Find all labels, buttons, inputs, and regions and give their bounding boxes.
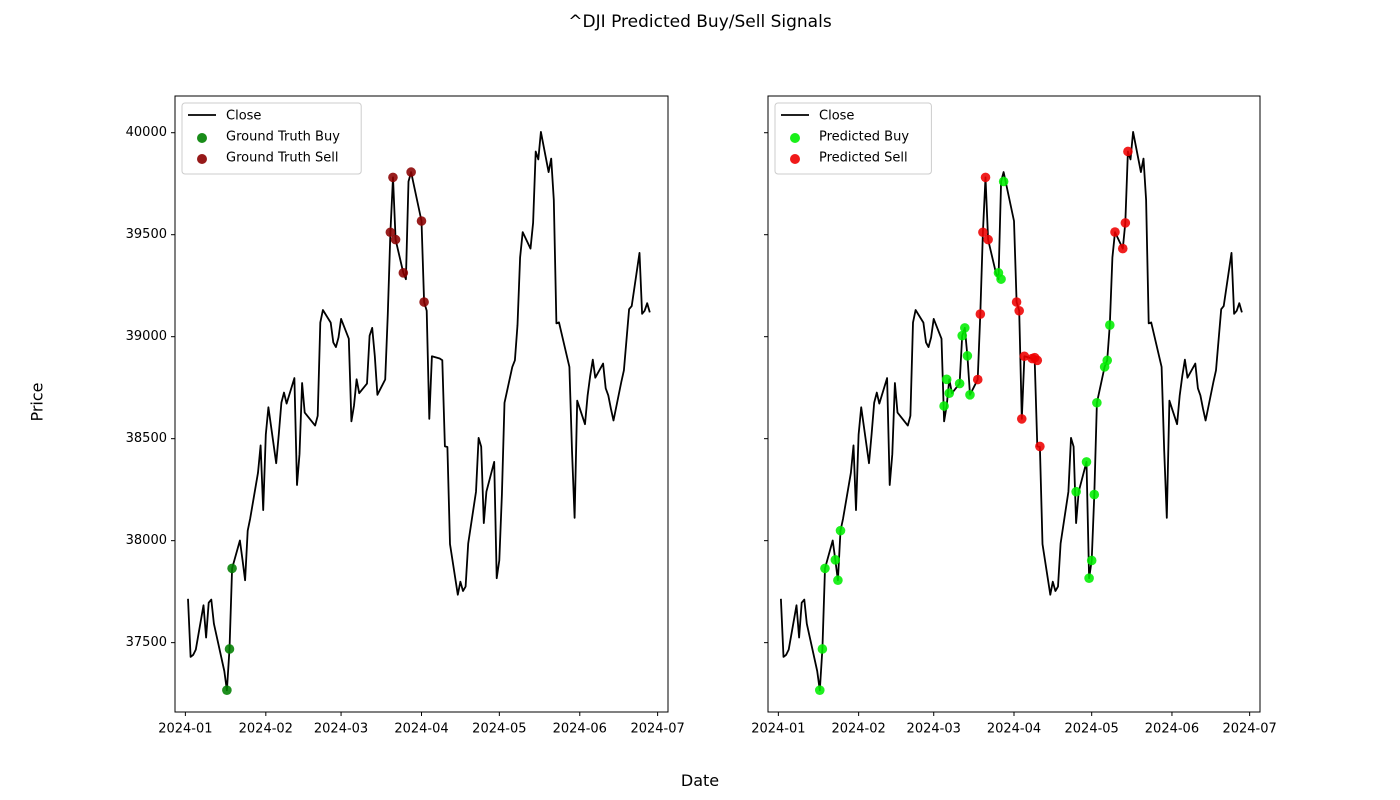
predicted-buy-point <box>965 390 975 400</box>
predicted-buy-point <box>1086 555 1097 566</box>
x-tick-label: 2024-02 <box>239 722 293 737</box>
x-tick-label: 2024-01 <box>751 722 805 737</box>
y-tick-label: 37500 <box>126 635 167 650</box>
predicted-buy-point <box>944 388 955 398</box>
legend-label: Ground Truth Sell <box>226 151 339 166</box>
predicted-buy-point <box>814 685 825 695</box>
predicted-sell-point <box>1014 305 1024 316</box>
predicted-buy-point <box>996 274 1006 284</box>
predicted-sell-point <box>972 374 983 385</box>
legend-marker-swatch <box>197 133 207 143</box>
predicted-buy-point <box>817 644 828 654</box>
legend: Close Ground Truth Buy Ground Truth Sell <box>181 102 362 175</box>
predicted-sell-point <box>978 227 988 238</box>
x-tick-label: 2024-05 <box>1065 722 1119 737</box>
x-tick-label: 2024-03 <box>907 722 961 737</box>
ground-truth-sell-point <box>385 227 396 238</box>
predicted-buy-point <box>962 351 973 361</box>
x-tick-label: 2024-01 <box>158 722 212 737</box>
x-tick-label: 2024-04 <box>394 722 448 737</box>
predicted-sell-point <box>1011 297 1022 307</box>
legend-label: Ground Truth Buy <box>226 130 340 145</box>
y-tick-label: 39000 <box>126 329 167 344</box>
x-tick-label: 2024-07 <box>630 722 684 737</box>
predicted-buy-point <box>960 323 970 333</box>
ground-truth-sell-point <box>406 167 416 177</box>
close-price-line <box>187 130 651 692</box>
predicted-buy-point <box>833 575 843 586</box>
plot-frame <box>174 95 669 713</box>
predicted-sell-point <box>1117 243 1128 254</box>
subplot-right: 2024-01 2024-02 2024-03 2024-04 2024-05 2024-… <box>751 95 1277 737</box>
predicted-sell-point <box>1016 414 1027 424</box>
y-tick-label: 38000 <box>126 533 167 548</box>
subplot-left: 37500 38000 38500 39000 39500 40000 2024-01 202… <box>126 95 685 737</box>
ground-truth-sell-point <box>398 268 409 278</box>
x-tick-label: 2024-04 <box>987 722 1041 737</box>
predicted-sell-point <box>975 309 986 319</box>
predicted-buy-point <box>1105 320 1115 330</box>
predicted-buy-point <box>1084 573 1094 583</box>
legend-label: Close <box>819 109 854 124</box>
legend-box <box>181 102 362 175</box>
predicted-buy-point <box>939 401 949 411</box>
predicted-buy-point <box>835 525 846 536</box>
legend-marker-swatch <box>790 133 800 143</box>
predicted-buy-point <box>1089 489 1100 500</box>
x-tick-label: 2024-06 <box>553 722 607 737</box>
predicted-sell-point <box>980 172 991 183</box>
ground-truth-buy-point <box>227 563 237 574</box>
legend-label: Predicted Buy <box>819 130 909 145</box>
predicted-buy-point <box>1102 355 1113 366</box>
predicted-buy-point <box>1092 397 1102 408</box>
legend-label: Predicted Sell <box>819 151 908 166</box>
plot-frame <box>767 95 1261 713</box>
predicted-sell-point <box>1019 351 1030 362</box>
predicted-buy-point <box>1081 457 1092 467</box>
x-tick-label: 2024-05 <box>472 722 526 737</box>
predicted-buy-point <box>820 563 830 574</box>
ground-truth-buy-point <box>224 644 235 654</box>
predicted-sell-point <box>1123 146 1133 157</box>
x-axis-label: Date <box>680 771 720 790</box>
legend-label: Close <box>226 109 261 124</box>
predicted-buy-point <box>957 330 968 341</box>
legend: Close Predicted Buy Predicted Sell <box>774 102 932 175</box>
y-tick-label: 40000 <box>126 125 167 140</box>
x-tick-label: 2024-03 <box>314 722 368 737</box>
predicted-buy-point <box>998 176 1009 187</box>
legend-marker-swatch <box>790 154 800 164</box>
ground-truth-sell-point <box>390 234 401 245</box>
predicted-sell-point <box>1110 227 1120 237</box>
y-tick-label: 39500 <box>126 227 167 242</box>
predicted-buy-point <box>830 555 841 565</box>
ground-truth-buy-point <box>222 685 232 695</box>
predicted-sell-point <box>1120 218 1131 228</box>
ground-truth-sell-point <box>419 297 429 307</box>
ground-truth-sell-point <box>416 216 427 226</box>
x-tick-label: 2024-02 <box>831 722 885 737</box>
legend-box <box>774 102 932 175</box>
predicted-buy-point <box>1071 486 1081 497</box>
predicted-sell-point <box>1035 441 1045 452</box>
ground-truth-sell-point <box>388 172 398 183</box>
x-tick-label: 2024-07 <box>1222 722 1276 737</box>
predicted-sell-point <box>983 234 993 245</box>
figure-title: ^DJI Predicted Buy/Sell Signals <box>568 12 832 32</box>
predicted-buy-point <box>941 374 952 385</box>
y-tick-label: 38500 <box>126 431 167 446</box>
predicted-sell-point <box>1032 355 1043 366</box>
close-price-line <box>780 130 1243 692</box>
x-tick-label: 2024-06 <box>1145 722 1199 737</box>
predicted-buy-point <box>954 378 965 389</box>
legend-marker-swatch <box>197 154 207 164</box>
